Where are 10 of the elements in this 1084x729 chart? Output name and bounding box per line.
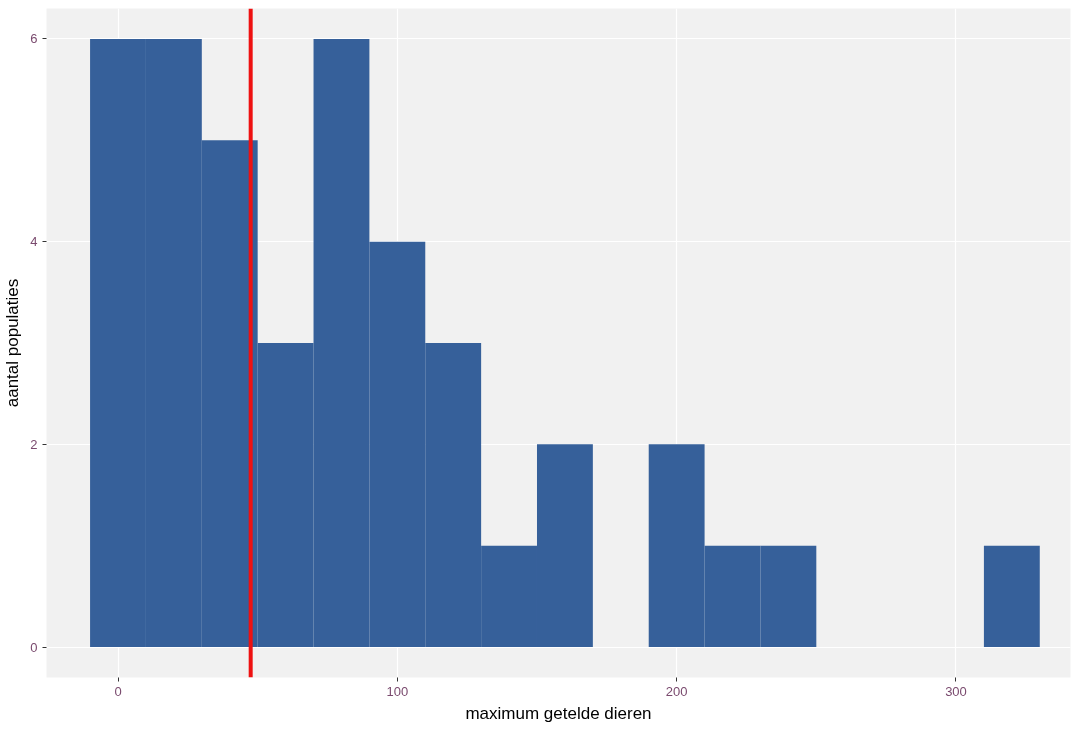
x-tick-label: 200 (665, 683, 688, 699)
y-axis-title: aantal populaties (3, 278, 23, 408)
y-tick-label: 0 (30, 639, 38, 655)
y-tick-label: 4 (30, 234, 38, 250)
x-axis-title: maximum getelde dieren (465, 703, 652, 723)
x-tick-label: 100 (386, 683, 409, 699)
y-tick-label: 6 (30, 31, 38, 47)
x-tick-label: 0 (114, 683, 122, 699)
x-tick-label: 300 (945, 683, 967, 699)
y-tick-label: 2 (30, 436, 38, 452)
